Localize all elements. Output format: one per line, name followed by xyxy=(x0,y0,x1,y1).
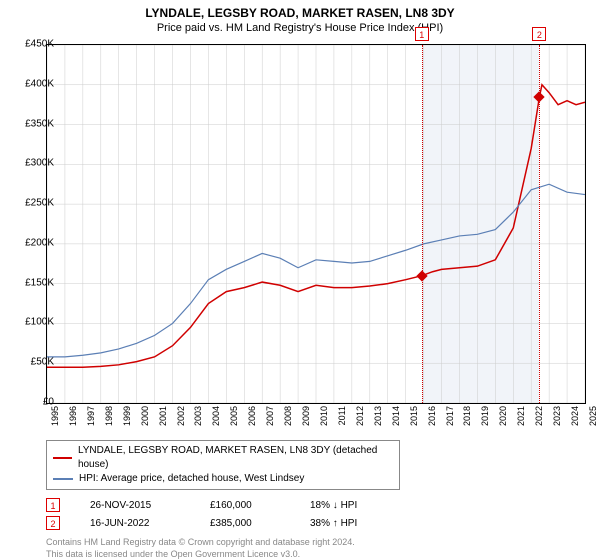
x-tick-label: 2016 xyxy=(427,406,437,426)
x-tick-label: 1995 xyxy=(50,406,60,426)
y-tick-label: £300K xyxy=(25,158,54,169)
x-tick-label: 2020 xyxy=(498,406,508,426)
event-price: £385,000 xyxy=(210,518,280,529)
y-tick-label: £100K xyxy=(25,317,54,328)
x-tick-label: 2021 xyxy=(516,406,526,426)
x-tick-label: 1999 xyxy=(122,406,132,426)
footer-text: Contains HM Land Registry data © Crown c… xyxy=(46,536,586,560)
y-tick-label: £350K xyxy=(25,118,54,129)
x-tick-label: 2006 xyxy=(247,406,257,426)
x-tick-label: 2019 xyxy=(480,406,490,426)
y-tick-label: £450K xyxy=(25,39,54,50)
x-tick-label: 2011 xyxy=(337,406,347,425)
plot-area: 12 xyxy=(46,44,586,404)
legend-item: HPI: Average price, detached house, West… xyxy=(53,472,393,486)
x-tick-label: 2017 xyxy=(445,406,455,426)
legend-label: LYNDALE, LEGSBY ROAD, MARKET RASEN, LN8 … xyxy=(78,444,393,472)
legend-label: HPI: Average price, detached house, West… xyxy=(79,472,304,486)
chart-container: LYNDALE, LEGSBY ROAD, MARKET RASEN, LN8 … xyxy=(0,0,600,560)
x-tick-label: 1996 xyxy=(68,406,78,426)
x-tick-label: 2023 xyxy=(552,406,562,426)
events-table: 1 26-NOV-2015 £160,000 18% ↓ HPI 2 16-JU… xyxy=(46,498,586,530)
y-tick-label: £250K xyxy=(25,198,54,209)
x-tick-label: 2001 xyxy=(158,406,168,426)
x-tick-label: 2024 xyxy=(570,406,580,426)
plot-svg xyxy=(47,45,585,403)
x-tick-label: 2000 xyxy=(140,406,150,426)
event-row: 1 26-NOV-2015 £160,000 18% ↓ HPI xyxy=(46,498,586,512)
event-delta: 18% ↓ HPI xyxy=(310,500,357,511)
y-tick-label: £50K xyxy=(31,357,54,368)
x-tick-label: 2002 xyxy=(176,406,186,426)
x-tick-label: 1997 xyxy=(86,406,96,426)
x-tick-label: 2012 xyxy=(355,406,365,426)
x-tick-label: 2018 xyxy=(462,406,472,426)
x-tick-label: 2022 xyxy=(534,406,544,426)
event-marker-icon: 1 xyxy=(46,498,60,512)
legend-swatch xyxy=(53,478,73,480)
x-tick-label: 2013 xyxy=(373,406,383,426)
footer-line: Contains HM Land Registry data © Crown c… xyxy=(46,536,586,548)
event-date: 26-NOV-2015 xyxy=(90,500,180,511)
event-price: £160,000 xyxy=(210,500,280,511)
x-tick-label: 2007 xyxy=(265,406,275,426)
x-tick-label: 2005 xyxy=(229,406,239,426)
x-tick-label: 2015 xyxy=(409,406,419,426)
y-tick-label: £150K xyxy=(25,277,54,288)
footer-line: This data is licensed under the Open Gov… xyxy=(46,548,586,560)
x-tick-label: 1998 xyxy=(104,406,114,426)
event-marker-icon: 2 xyxy=(46,516,60,530)
event-delta: 38% ↑ HPI xyxy=(310,518,357,529)
legend-item: LYNDALE, LEGSBY ROAD, MARKET RASEN, LN8 … xyxy=(53,444,393,472)
legend-swatch xyxy=(53,457,72,459)
marker-line xyxy=(422,45,423,403)
legend-box: LYNDALE, LEGSBY ROAD, MARKET RASEN, LN8 … xyxy=(46,440,400,490)
event-row: 2 16-JUN-2022 £385,000 38% ↑ HPI xyxy=(46,516,586,530)
x-tick-label: 2008 xyxy=(283,406,293,426)
legend-block: LYNDALE, LEGSBY ROAD, MARKET RASEN, LN8 … xyxy=(46,440,586,560)
chart-subtitle: Price paid vs. HM Land Registry's House … xyxy=(0,20,600,34)
x-tick-label: 2014 xyxy=(391,406,401,426)
y-tick-label: £200K xyxy=(25,237,54,248)
marker-box: 2 xyxy=(532,27,546,41)
x-tick-label: 2009 xyxy=(301,406,311,426)
y-tick-label: £400K xyxy=(25,78,54,89)
marker-box: 1 xyxy=(415,27,429,41)
event-date: 16-JUN-2022 xyxy=(90,518,180,529)
x-tick-label: 2025 xyxy=(588,406,598,426)
x-tick-label: 2003 xyxy=(193,406,203,426)
chart-title: LYNDALE, LEGSBY ROAD, MARKET RASEN, LN8 … xyxy=(0,0,600,20)
x-tick-label: 2004 xyxy=(211,406,221,426)
x-tick-label: 2010 xyxy=(319,406,329,426)
